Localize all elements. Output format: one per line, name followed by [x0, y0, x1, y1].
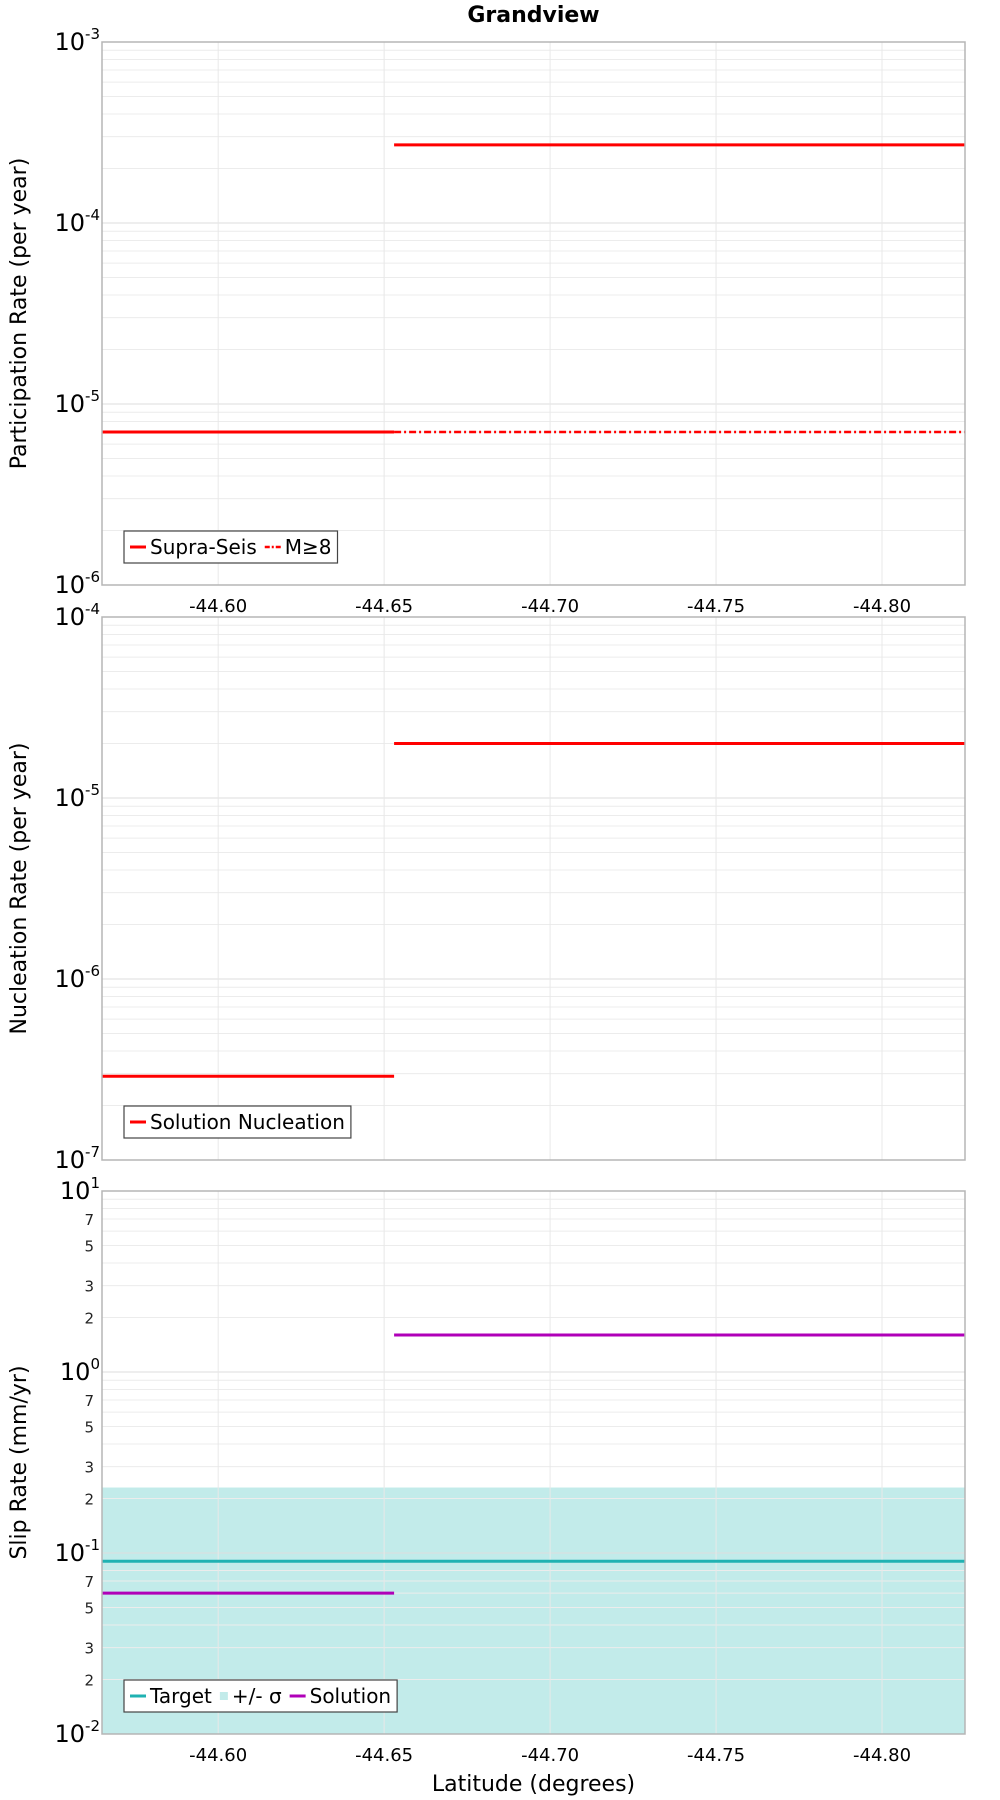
- y-axis-label: Participation Rate (per year): [7, 158, 32, 470]
- y-tick-label: 10-2: [54, 1717, 100, 1748]
- y-minor-tick-label: 7: [84, 1573, 94, 1591]
- legend: Solution Nucleation: [123, 1105, 352, 1139]
- x-tick-label: -44.80: [853, 596, 911, 617]
- y-tick-label: 10-4: [54, 206, 100, 237]
- legend-label: Supra-Seis: [150, 535, 257, 559]
- y-minor-tick-label: 3: [84, 1278, 94, 1296]
- y-minor-tick-label: 3: [84, 1459, 94, 1477]
- legend-label: Target: [149, 1684, 212, 1708]
- y-tick-label: 10-3: [54, 25, 100, 56]
- legend-box: [123, 1679, 398, 1713]
- x-tick-label: -44.75: [687, 1745, 745, 1766]
- x-tick-label: -44.60: [189, 596, 247, 617]
- panel-2: 10-7 10-6 10-5 10-4 Nucleation Rate (per yea…: [7, 600, 966, 1174]
- plot-frame: [101, 41, 966, 586]
- y-axis-label: Nucleation Rate (per year): [7, 743, 32, 1035]
- y-minor-tick-label: 2: [84, 1310, 94, 1328]
- panel-1: 10-6 10-5 10-4 10-3 -44.60 -44.65 -44.70 -44.75…: [7, 25, 966, 617]
- y-tick-label: 100: [60, 1355, 100, 1386]
- x-tick-label: -44.75: [687, 596, 745, 617]
- y-minor-tick-label: 2: [84, 1672, 94, 1690]
- x-axis-label: Latitude (degrees): [432, 1772, 635, 1797]
- x-tick-label: -44.70: [521, 1745, 579, 1766]
- y-minor-tick-label: 7: [84, 1211, 94, 1229]
- y-minor-tick-label: 7: [84, 1392, 94, 1410]
- x-tick-label: -44.65: [355, 1745, 413, 1766]
- y-tick-label: 10-4: [54, 600, 100, 631]
- x-tick-label: -44.60: [189, 1745, 247, 1766]
- x-tick-label: -44.70: [521, 596, 579, 617]
- legend-box: [123, 1105, 352, 1139]
- y-axis-label: Slip Rate (mm/yr): [7, 1365, 32, 1559]
- y-minor-tick-label: 5: [84, 1237, 94, 1255]
- legend: Target +/- σ Solution: [123, 1679, 398, 1713]
- chart-title: Grandview: [467, 3, 599, 28]
- x-tick-label: -44.80: [853, 1745, 911, 1766]
- y-minor-tick-label: 2: [84, 1491, 94, 1509]
- y-tick-label: 10-6: [54, 962, 100, 993]
- y-tick-label: 10-5: [54, 387, 100, 418]
- x-tick-label: -44.65: [355, 596, 413, 617]
- y-tick-label: 10-6: [54, 568, 100, 599]
- y-minor-tick-label: 3: [84, 1640, 94, 1658]
- legend-swatch-band: [219, 1692, 228, 1700]
- y-minor-tick-label: 5: [84, 1599, 94, 1617]
- panel-3: 10-2 10-1 100 101 2 3 5 7 2 3 5 7 2 3 5 7 -44.60 -44.65 -4…: [7, 1174, 966, 1797]
- legend-label: M≥8: [285, 535, 332, 559]
- y-tick-label: 10-1: [54, 1536, 100, 1567]
- plot-frame: [101, 1190, 966, 1735]
- plot-frame: [101, 616, 966, 1161]
- legend-label: Solution Nucleation: [150, 1110, 345, 1134]
- y-tick-label: 10-7: [54, 1143, 100, 1174]
- legend-label: Solution: [310, 1684, 391, 1708]
- y-tick-label: 101: [60, 1174, 100, 1205]
- y-tick-label: 10-5: [54, 781, 100, 812]
- legend-box: [123, 530, 339, 564]
- legend: Supra-Seis M≥8: [123, 530, 339, 564]
- y-minor-tick-label: 5: [84, 1418, 94, 1436]
- legend-label: +/- σ: [232, 1684, 282, 1708]
